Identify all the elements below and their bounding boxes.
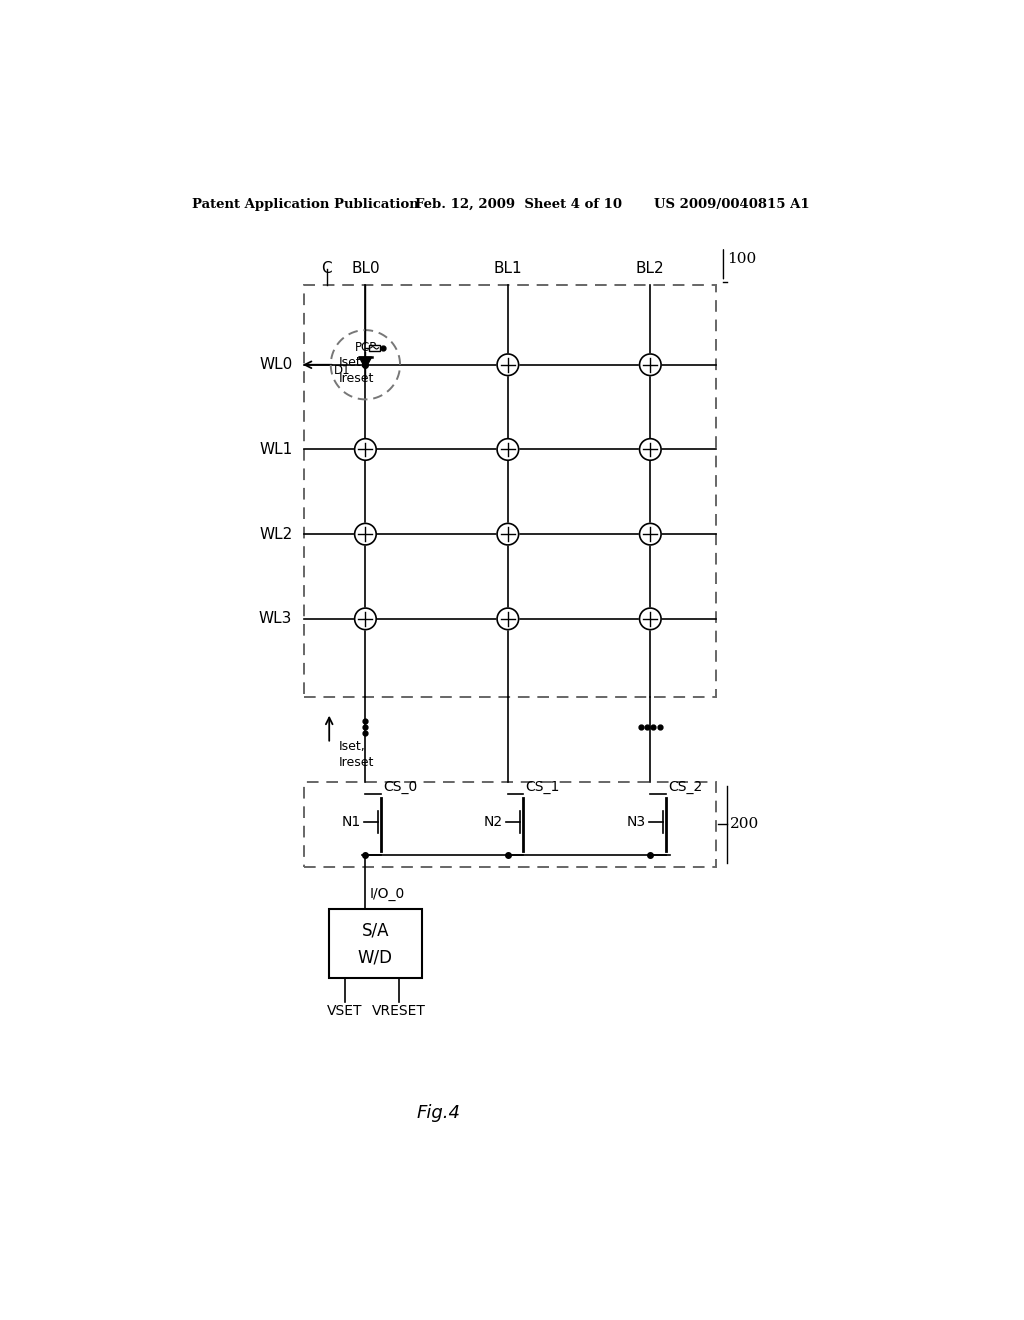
Text: CS_0: CS_0 xyxy=(383,780,418,795)
Text: WL2: WL2 xyxy=(259,527,292,541)
Text: VRESET: VRESET xyxy=(372,1003,425,1018)
Text: WL3: WL3 xyxy=(259,611,292,627)
Text: CS_2: CS_2 xyxy=(668,780,702,795)
Circle shape xyxy=(497,524,518,545)
Circle shape xyxy=(640,524,662,545)
Text: I/O_0: I/O_0 xyxy=(370,887,406,900)
Circle shape xyxy=(354,438,376,461)
FancyBboxPatch shape xyxy=(370,345,380,351)
Circle shape xyxy=(640,354,662,376)
Circle shape xyxy=(640,609,662,630)
Text: 200: 200 xyxy=(730,817,759,832)
Circle shape xyxy=(497,438,518,461)
Polygon shape xyxy=(359,358,372,368)
Text: N2: N2 xyxy=(484,816,503,829)
Text: WL1: WL1 xyxy=(259,442,292,457)
Text: BL1: BL1 xyxy=(494,261,522,276)
Text: C: C xyxy=(322,261,332,276)
Text: Feb. 12, 2009  Sheet 4 of 10: Feb. 12, 2009 Sheet 4 of 10 xyxy=(416,198,623,211)
Circle shape xyxy=(354,609,376,630)
Text: Iset,
Ireset: Iset, Ireset xyxy=(339,739,374,768)
Text: 100: 100 xyxy=(727,252,757,265)
Text: Iset,
Ireset: Iset, Ireset xyxy=(339,355,374,384)
Text: BL0: BL0 xyxy=(351,261,380,276)
Text: N1: N1 xyxy=(342,816,360,829)
Text: CS_1: CS_1 xyxy=(525,780,560,795)
Circle shape xyxy=(497,609,518,630)
Circle shape xyxy=(354,524,376,545)
Text: PCR: PCR xyxy=(354,342,378,354)
Text: Patent Application Publication: Patent Application Publication xyxy=(193,198,419,211)
Text: BL2: BL2 xyxy=(636,261,665,276)
Text: N3: N3 xyxy=(627,816,646,829)
Circle shape xyxy=(640,438,662,461)
Text: VSET: VSET xyxy=(327,1003,362,1018)
FancyBboxPatch shape xyxy=(330,909,422,978)
Circle shape xyxy=(497,354,518,376)
Text: Fig.4: Fig.4 xyxy=(417,1105,461,1122)
Text: US 2009/0040815 A1: US 2009/0040815 A1 xyxy=(654,198,810,211)
Text: WL0: WL0 xyxy=(259,358,292,372)
Text: D1: D1 xyxy=(334,364,350,378)
Text: S/A
W/D: S/A W/D xyxy=(358,921,393,966)
